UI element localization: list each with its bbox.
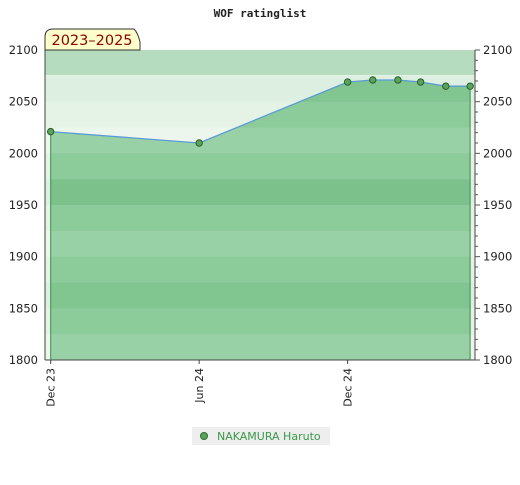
- rating-point-2025-01-01: [369, 76, 377, 84]
- rating-markers: [46, 76, 474, 147]
- y-tick-right-1850: 1850: [483, 301, 512, 315]
- rating-point-2025-02-01: [394, 76, 402, 84]
- y-tick-left-1850: 1850: [9, 301, 38, 315]
- y-tick-left-2050: 2050: [9, 95, 38, 109]
- y-tick-right-1800: 1800: [483, 353, 512, 367]
- area-band: [50, 334, 471, 360]
- x-tick-label-2: Dec 24: [342, 368, 355, 407]
- legend-marker: [200, 432, 208, 440]
- y-tick-left-1800: 1800: [9, 353, 38, 367]
- area-band: [50, 256, 471, 283]
- area-band: [50, 179, 471, 205]
- rating-point-2025-04-01: [442, 82, 450, 90]
- y-tick-right-1900: 1900: [483, 250, 512, 264]
- area-band: [50, 205, 471, 231]
- period-label-text: 2023–2025: [51, 33, 132, 49]
- y-tick-right-2000: 2000: [483, 146, 512, 160]
- rating-point-2024-06-01: [195, 139, 203, 147]
- y-tick-left-1950: 1950: [9, 198, 38, 212]
- legend: NAKAMURA Haruto: [192, 427, 330, 445]
- legend-series-name: NAKAMURA Haruto: [217, 430, 321, 443]
- period-label-box: [44, 28, 141, 51]
- y-tick-right-2100: 2100: [483, 43, 512, 57]
- rating-point-2025-03-01: [416, 78, 425, 86]
- rating-point-2023-12-01: [46, 127, 55, 136]
- y-tick-left-1900: 1900: [9, 250, 38, 264]
- legend-background: [192, 427, 330, 445]
- y-tick-right-1950: 1950: [483, 198, 512, 212]
- rating-line: [50, 79, 471, 144]
- chart-title: WOF ratinglist: [214, 7, 307, 20]
- area-band: [50, 308, 471, 335]
- period-label: 2023–2025: [44, 28, 141, 51]
- area-band: [50, 230, 471, 257]
- top-band: [45, 50, 475, 75]
- x-tick-label-1: Jun 24: [193, 368, 206, 404]
- left-y-axis: 1800 1850 1900 1950 2000 2050 2100: [9, 43, 46, 367]
- rating-point-2025-05-01: [466, 82, 474, 90]
- x-axis: Dec 23 Jun 24 Dec 24: [45, 359, 475, 407]
- x-tick-label-0: Dec 23: [45, 368, 58, 407]
- right-y-axis: 1800 1850 1900 1950 2000 2050 2100: [474, 43, 512, 367]
- y-tick-right-2050: 2050: [483, 95, 512, 109]
- y-tick-left-2000: 2000: [9, 146, 38, 160]
- y-tick-left-2100: 2100: [9, 43, 38, 57]
- rating-point-2024-12-01: [343, 78, 352, 86]
- area-band: [50, 153, 471, 180]
- area-band: [50, 282, 471, 309]
